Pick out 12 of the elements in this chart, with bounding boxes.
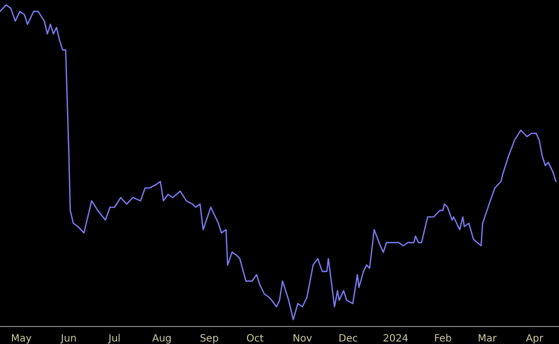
x-tick-label: Feb <box>434 334 452 344</box>
x-tick-label: 2024 <box>382 334 408 344</box>
x-tick-label: Jul <box>108 334 121 344</box>
x-tick-label: Oct <box>246 334 264 344</box>
x-tick-label: Mar <box>478 334 498 344</box>
x-tick-label: Apr <box>526 334 544 344</box>
x-tick-label: Aug <box>152 334 172 344</box>
x-tick-label: Nov <box>292 334 312 344</box>
x-tick-label: Sep <box>200 334 219 344</box>
x-tick-label: Dec <box>338 334 358 344</box>
x-tick-label: May <box>11 334 32 344</box>
x-tick-label: Jun <box>60 334 77 344</box>
